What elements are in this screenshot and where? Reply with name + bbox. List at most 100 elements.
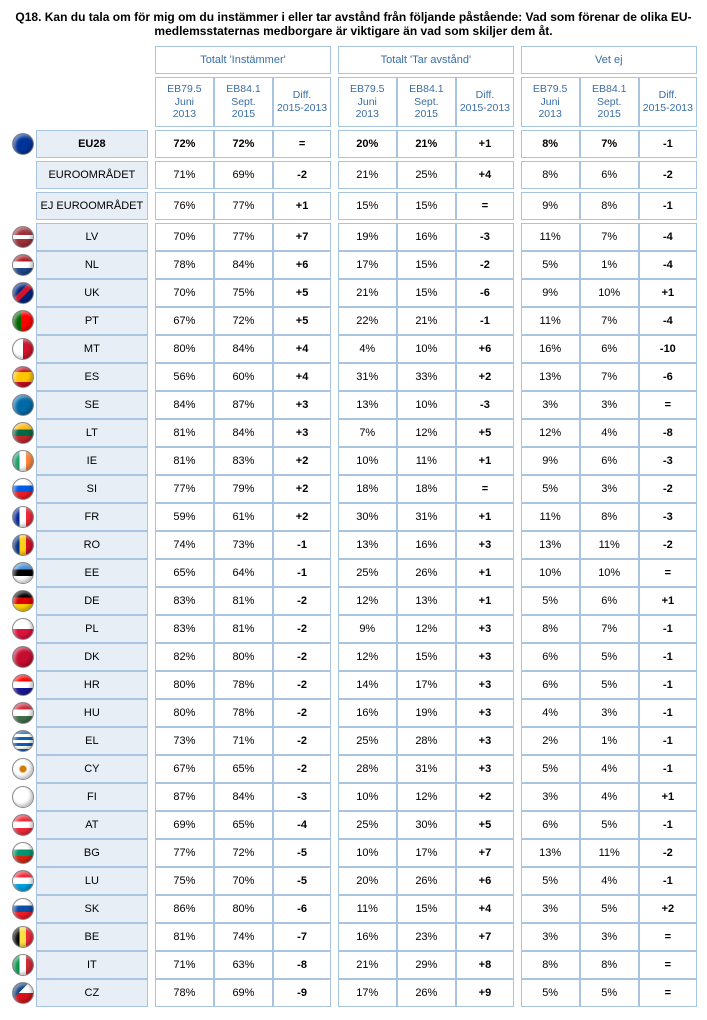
- flag-cell: [10, 811, 36, 839]
- row-label: FI: [36, 783, 149, 811]
- row-label: LT: [36, 419, 149, 447]
- flag-icon-se: [12, 394, 34, 416]
- table-row: CY67%65%-228%31%+35%4%-1: [10, 755, 697, 783]
- value-cell: 78%: [214, 671, 273, 699]
- value-cell: 20%: [338, 130, 397, 158]
- flag-icon-it: [12, 954, 34, 976]
- table-row: SK86%80%-611%15%+43%5%+2: [10, 895, 697, 923]
- value-cell: 5%: [521, 251, 580, 279]
- flag-icon-cy: [12, 758, 34, 780]
- data-table: Totalt 'Instämmer' Totalt 'Tar avstånd' …: [10, 46, 697, 1010]
- value-cell: 78%: [155, 979, 214, 1007]
- row-label: HU: [36, 699, 149, 727]
- diff-cell: -2: [639, 475, 697, 503]
- flag-icon-lu: [12, 870, 34, 892]
- value-cell: 31%: [338, 363, 397, 391]
- value-cell: 5%: [580, 671, 639, 699]
- value-cell: 26%: [397, 979, 456, 1007]
- diff-cell: -1: [639, 755, 697, 783]
- value-cell: 22%: [338, 307, 397, 335]
- row-label: MT: [36, 335, 149, 363]
- value-cell: 74%: [155, 531, 214, 559]
- value-cell: 28%: [338, 755, 397, 783]
- diff-cell: +5: [273, 279, 331, 307]
- flag-icon-uk: [12, 282, 34, 304]
- value-cell: 87%: [155, 783, 214, 811]
- diff-cell: +2: [456, 783, 514, 811]
- value-cell: 81%: [155, 923, 214, 951]
- table-row: LU75%70%-520%26%+65%4%-1: [10, 867, 697, 895]
- flag-cell: [10, 867, 36, 895]
- sub-header: Diff.2015-2013: [273, 77, 331, 127]
- value-cell: 71%: [155, 161, 214, 189]
- flag-icon-eu: [12, 133, 34, 155]
- row-label: SI: [36, 475, 149, 503]
- diff-cell: +3: [456, 755, 514, 783]
- diff-cell: -1: [639, 727, 697, 755]
- flag-cell: [10, 643, 36, 671]
- value-cell: 10%: [397, 391, 456, 419]
- value-cell: 11%: [580, 531, 639, 559]
- flag-icon-el: [12, 730, 34, 752]
- value-cell: 70%: [155, 223, 214, 251]
- flag-cell: [10, 391, 36, 419]
- group-header-2: Totalt 'Tar avstånd': [338, 46, 514, 74]
- row-label: EE: [36, 559, 149, 587]
- flag-icon-lv: [12, 226, 34, 248]
- value-cell: 11%: [580, 839, 639, 867]
- flag-cell: [10, 503, 36, 531]
- value-cell: 30%: [397, 811, 456, 839]
- value-cell: 10%: [338, 447, 397, 475]
- flag-cell: [10, 979, 36, 1007]
- value-cell: 5%: [580, 811, 639, 839]
- row-label: SE: [36, 391, 149, 419]
- flag-cell: [10, 192, 36, 220]
- value-cell: 15%: [397, 895, 456, 923]
- diff-cell: -2: [273, 615, 331, 643]
- flag-cell: [10, 699, 36, 727]
- diff-cell: -2: [273, 699, 331, 727]
- table-row: EE65%64%-125%26%+110%10%=: [10, 559, 697, 587]
- flag-cell: [10, 531, 36, 559]
- diff-cell: +2: [639, 895, 697, 923]
- value-cell: 4%: [580, 867, 639, 895]
- value-cell: 8%: [580, 951, 639, 979]
- diff-cell: -1: [456, 307, 514, 335]
- flag-icon-be: [12, 926, 34, 948]
- diff-cell: =: [456, 192, 514, 220]
- value-cell: 72%: [214, 130, 273, 158]
- diff-cell: +3: [456, 699, 514, 727]
- diff-cell: +2: [456, 363, 514, 391]
- value-cell: 75%: [155, 867, 214, 895]
- diff-cell: -1: [273, 531, 331, 559]
- flag-icon-fi: [12, 786, 34, 808]
- value-cell: 59%: [155, 503, 214, 531]
- table-row: CZ78%69%-917%26%+95%5%=: [10, 979, 697, 1007]
- table-row: EJ EUROOMRÅDET76%77%+115%15%=9%8%-1: [10, 192, 697, 220]
- diff-cell: -8: [639, 419, 697, 447]
- diff-cell: +5: [456, 419, 514, 447]
- value-cell: 81%: [214, 587, 273, 615]
- value-cell: 87%: [214, 391, 273, 419]
- table-row: IE81%83%+210%11%+19%6%-3: [10, 447, 697, 475]
- flag-icon-mt: [12, 338, 34, 360]
- value-cell: 17%: [338, 979, 397, 1007]
- table-row: BE81%74%-716%23%+73%3%=: [10, 923, 697, 951]
- flag-icon-pt: [12, 310, 34, 332]
- value-cell: 13%: [521, 363, 580, 391]
- value-cell: 3%: [521, 923, 580, 951]
- diff-cell: +1: [456, 130, 514, 158]
- value-cell: 72%: [214, 839, 273, 867]
- table-row: HR80%78%-214%17%+36%5%-1: [10, 671, 697, 699]
- value-cell: 77%: [155, 839, 214, 867]
- diff-cell: -4: [639, 307, 697, 335]
- value-cell: 17%: [338, 251, 397, 279]
- value-cell: 3%: [580, 391, 639, 419]
- value-cell: 6%: [521, 811, 580, 839]
- diff-cell: -6: [273, 895, 331, 923]
- flag-cell: [10, 161, 36, 189]
- value-cell: 84%: [214, 783, 273, 811]
- diff-cell: =: [639, 559, 697, 587]
- diff-cell: +7: [456, 839, 514, 867]
- value-cell: 77%: [214, 223, 273, 251]
